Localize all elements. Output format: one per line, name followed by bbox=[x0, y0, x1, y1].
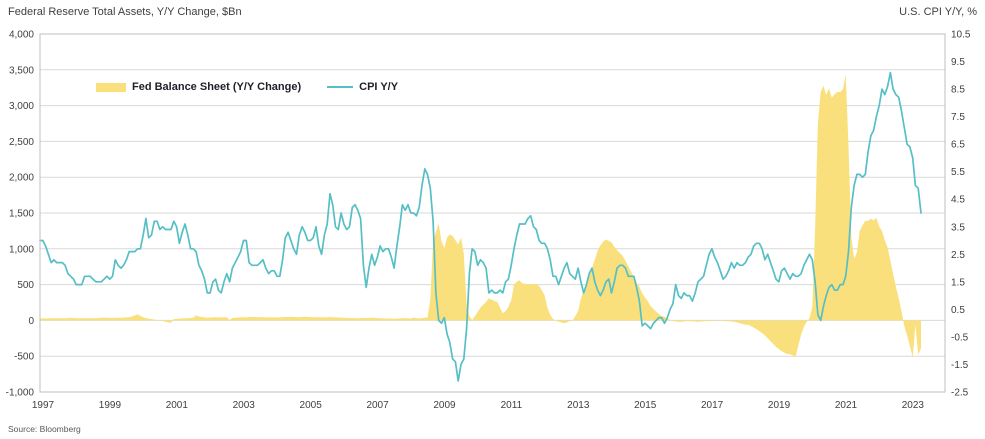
y-axis-tick-left: 1,000 bbox=[9, 244, 34, 255]
plot-border bbox=[39, 33, 946, 393]
x-axis-tick: 1999 bbox=[99, 400, 122, 411]
y-axis-tick-left: 2,000 bbox=[9, 173, 34, 184]
y-axis-tick-left: 1,500 bbox=[9, 209, 34, 220]
source-note: Source: Bloomberg bbox=[8, 424, 81, 434]
x-axis-tick: 2001 bbox=[166, 400, 189, 411]
x-axis-tick: 2007 bbox=[366, 400, 389, 411]
y-axis-tick-right: 10.5 bbox=[951, 30, 971, 41]
y-axis-tick-right: 4.5 bbox=[951, 195, 965, 206]
x-axis-tick: 2017 bbox=[701, 400, 724, 411]
left-axis-title: Federal Reserve Total Assets, Y/Y Change… bbox=[8, 6, 242, 18]
y-axis-tick-right: 9.5 bbox=[951, 57, 965, 68]
legend: Fed Balance Sheet (Y/Y Change) CPI Y/Y bbox=[96, 80, 398, 94]
x-axis-tick: 2003 bbox=[233, 400, 256, 411]
x-axis-tick: 2023 bbox=[902, 400, 925, 411]
y-axis-tick-left: -500 bbox=[14, 352, 34, 363]
y-axis-tick-right: -2.5 bbox=[951, 388, 969, 399]
y-axis-tick-left: 3,500 bbox=[9, 65, 34, 76]
legend-swatch-fed-balance-sheet bbox=[96, 82, 126, 92]
y-axis-tick-right: 8.5 bbox=[951, 85, 965, 96]
y-axis-tick-left: 0 bbox=[28, 316, 34, 327]
y-axis-tick-right: 3.5 bbox=[951, 222, 965, 233]
legend-swatch-cpi bbox=[327, 86, 354, 88]
y-axis-tick-right: 1.5 bbox=[951, 277, 965, 288]
legend-label-cpi: CPI Y/Y bbox=[359, 81, 399, 93]
x-axis-tick: 2009 bbox=[433, 400, 456, 411]
y-axis-tick-right: -0.5 bbox=[951, 332, 969, 343]
legend-label-fed-balance-sheet: Fed Balance Sheet (Y/Y Change) bbox=[132, 81, 302, 93]
y-axis-tick-right: 6.5 bbox=[951, 140, 965, 151]
y-axis-tick-left: 2,500 bbox=[9, 137, 34, 148]
x-axis-tick: 2015 bbox=[634, 400, 657, 411]
y-axis-tick-left: 3,000 bbox=[9, 101, 34, 112]
right-axis-title: U.S. CPI Y/Y, % bbox=[899, 6, 977, 18]
y-axis-tick-right: 2.5 bbox=[951, 250, 965, 261]
y-axis-tick-right: 7.5 bbox=[951, 112, 965, 123]
x-axis-tick: 2011 bbox=[501, 400, 523, 411]
y-axis-tick-right: 0.5 bbox=[951, 305, 965, 316]
y-axis-tick-left: 4,000 bbox=[9, 30, 34, 41]
fed-balance-sheet-area bbox=[40, 74, 921, 358]
x-axis-tick: 2013 bbox=[567, 400, 590, 411]
y-axis-tick-right: 5.5 bbox=[951, 167, 965, 178]
x-axis-tick: 2019 bbox=[768, 400, 791, 411]
y-axis-tick-right: -1.5 bbox=[951, 360, 969, 371]
y-axis-tick-left: 500 bbox=[17, 280, 34, 291]
cpi-line bbox=[39, 71, 922, 382]
x-axis-tick: 2005 bbox=[300, 400, 323, 411]
y-axis-tick-left: -1,000 bbox=[6, 388, 35, 399]
x-axis-tick: 2021 bbox=[835, 400, 858, 411]
x-axis-tick: 1997 bbox=[32, 400, 55, 411]
